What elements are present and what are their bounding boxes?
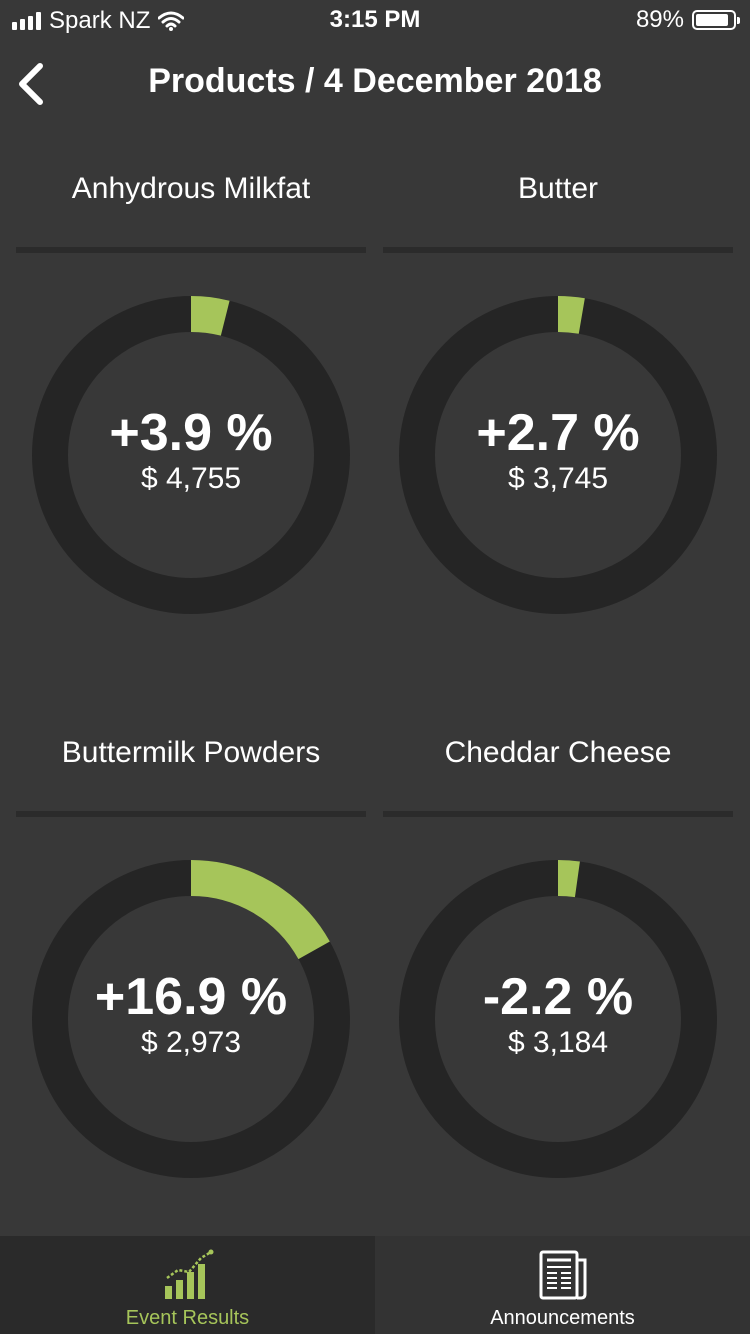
- percent-change: +3.9 %: [109, 404, 273, 462]
- tab-label: Event Results: [125, 1307, 250, 1329]
- card-divider: [16, 247, 366, 253]
- back-button[interactable]: [14, 62, 50, 106]
- product-name: Butter: [517, 172, 599, 205]
- ring-arc: [190, 860, 330, 960]
- ring-arc: [190, 296, 230, 336]
- ring-center: +16.9 % $ 2,973: [31, 859, 351, 1179]
- status-time: 3:15 PM: [329, 6, 421, 33]
- price-value: $ 4,755: [140, 462, 242, 495]
- newspaper-icon: [539, 1250, 586, 1300]
- ring-center: +2.7 % $ 3,745: [398, 295, 718, 615]
- tab-event-results[interactable]: Event Results: [0, 1236, 375, 1334]
- product-name: Buttermilk Powders: [61, 736, 321, 769]
- bar-chart-icon: [164, 1249, 213, 1299]
- ring-arc: [557, 296, 585, 334]
- status-right: 89%: [635, 6, 740, 34]
- chevron-left-icon: [19, 63, 43, 105]
- percent-change: -2.2 %: [482, 968, 634, 1026]
- ring-center: +3.9 % $ 4,755: [31, 295, 351, 615]
- ring-center: -2.2 % $ 3,184: [398, 859, 718, 1179]
- card-divider: [383, 811, 733, 817]
- tab-announcements[interactable]: Announcements: [375, 1236, 750, 1334]
- card-divider: [383, 247, 733, 253]
- price-value: $ 2,973: [140, 1026, 242, 1059]
- carrier-label: Spark NZ: [49, 7, 151, 34]
- card-divider: [16, 811, 366, 817]
- ring-svg: [399, 296, 717, 614]
- ring-arc: [557, 860, 580, 898]
- status-bar: Spark NZ 3:15 PM 89%: [0, 0, 750, 40]
- product-name: Cheddar Cheese: [444, 736, 672, 769]
- nav-bar: Products / 4 December 2018: [0, 48, 750, 120]
- page-title: Products / 4 December 2018: [148, 62, 602, 100]
- wifi-icon: [158, 11, 185, 31]
- tab-label: Announcements: [490, 1307, 635, 1329]
- change-ring: -2.2 % $ 3,184: [398, 859, 718, 1179]
- ring-svg: [32, 296, 350, 614]
- signal-icon: [12, 12, 41, 30]
- battery-icon: [692, 10, 740, 30]
- change-ring: +3.9 % $ 4,755: [31, 295, 351, 615]
- change-ring: +2.7 % $ 3,745: [398, 295, 718, 615]
- tab-bar: Event Results Announcements: [0, 1236, 750, 1334]
- status-left: Spark NZ: [12, 7, 185, 35]
- ring-svg: [32, 860, 350, 1178]
- price-value: $ 3,184: [507, 1026, 609, 1059]
- price-value: $ 3,745: [507, 462, 609, 495]
- battery-percent: 89%: [635, 6, 684, 33]
- battery-fill: [696, 14, 728, 26]
- product-name: Anhydrous Milkfat: [71, 172, 311, 205]
- ring-svg: [399, 860, 717, 1178]
- percent-change: +2.7 %: [476, 404, 640, 462]
- change-ring: +16.9 % $ 2,973: [31, 859, 351, 1179]
- percent-change: +16.9 %: [94, 968, 288, 1026]
